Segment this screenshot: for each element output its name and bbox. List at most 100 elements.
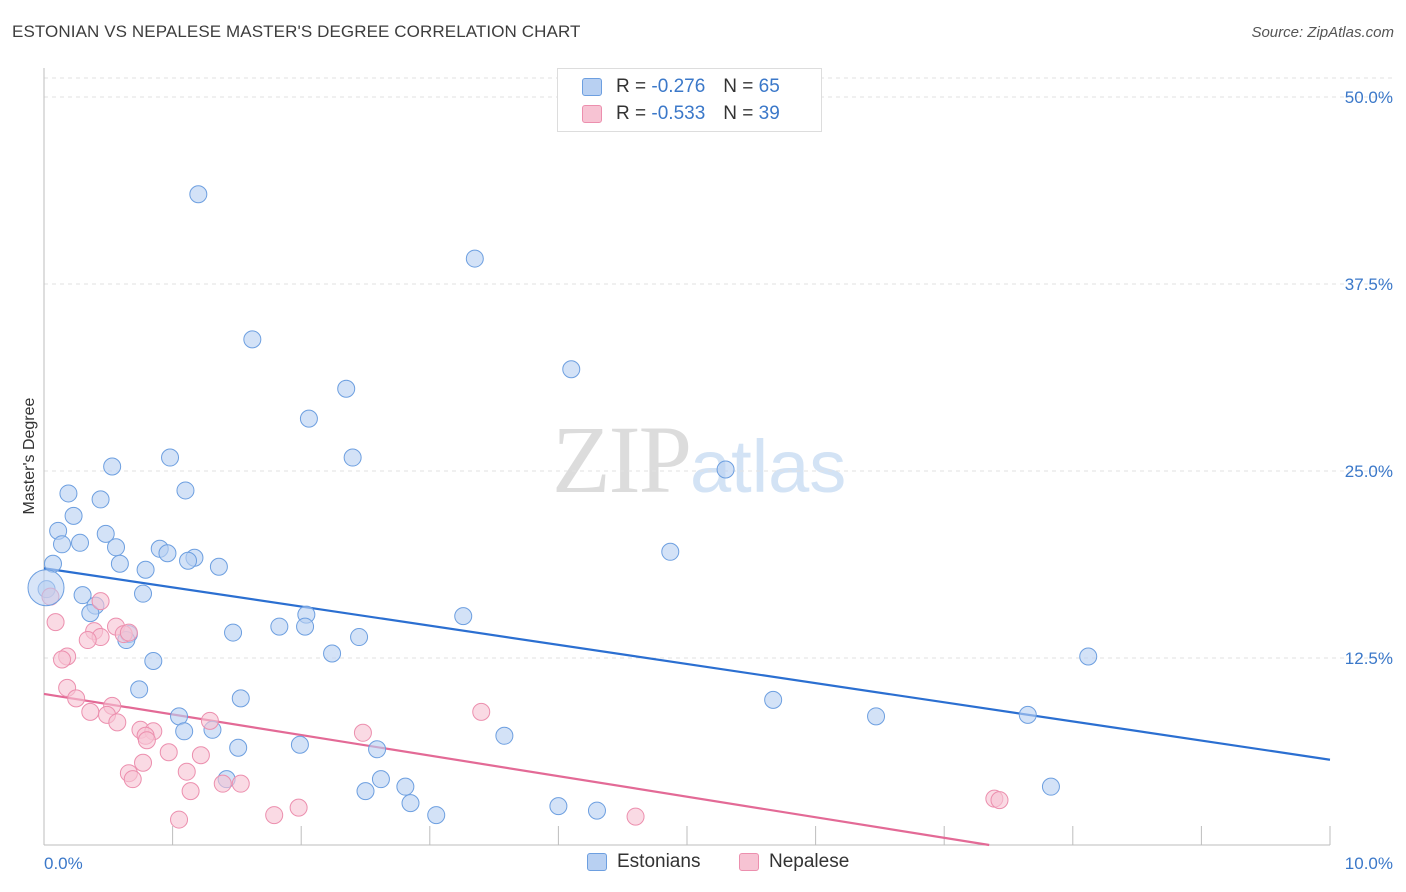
estonian-point-50[interactable] [175,722,194,741]
estonian-point-30[interactable] [134,584,153,603]
estonian-point-23[interactable] [661,542,680,561]
nepalese-point-8[interactable] [119,623,138,642]
nepalese-point-34[interactable] [990,791,1009,810]
estonian-point-2[interactable] [243,330,262,349]
estonian-point-47[interactable] [170,707,189,726]
estonian-point-13[interactable] [64,506,83,525]
nepalese-point-17[interactable] [108,713,127,732]
watermark: ZIPatlas [552,404,846,515]
estonian-point-49[interactable] [1018,705,1037,724]
estonian-point-cluster[interactable] [27,569,65,607]
nepalese-point-30[interactable] [213,774,232,793]
estonian-point-38[interactable] [224,623,243,642]
estonian-point-34[interactable] [454,607,473,626]
estonian-point-44[interactable] [130,680,149,699]
nepalese-point-2[interactable] [46,613,65,632]
x-ticks [43,826,1331,845]
nepalese-point-16[interactable] [472,702,491,721]
estonian-point-55[interactable] [368,740,387,759]
nepalese-point-31[interactable] [231,774,250,793]
legend-row-nepalese: R = -0.533 N = 39 [582,102,780,126]
estonian-point-43[interactable] [144,651,163,670]
legend-swatch-blue [582,78,602,96]
estonian-point-41[interactable] [323,644,342,663]
nepalese-point-29[interactable] [123,770,142,789]
estonian-point-53[interactable] [229,738,248,757]
estonian-point-63[interactable] [587,801,606,820]
estonian-point-27[interactable] [209,557,228,576]
nepalese-point-1[interactable] [91,592,110,611]
nepalese-point-38[interactable] [170,810,189,829]
estonian-point-46[interactable] [764,690,783,709]
estonian-point-11[interactable] [59,484,78,503]
estonian-point-20[interactable] [158,544,177,563]
estonian-point-12[interactable] [91,490,110,509]
estonian-point-3[interactable] [562,360,581,379]
nepalese-point-24[interactable] [159,743,178,762]
estonian-point-25[interactable] [110,554,129,573]
legend-item-nepalese[interactable]: Nepalese [739,851,849,873]
estonian-point-1[interactable] [465,249,484,268]
nepalese-point-7[interactable] [78,631,97,650]
estonian-point-59[interactable] [396,777,415,796]
nepalese-point-37[interactable] [626,807,645,826]
estonian-point-0[interactable] [189,185,208,204]
estonian-point-29[interactable] [73,586,92,605]
estonian-point-15[interactable] [96,524,115,543]
trend-lines [43,567,1331,847]
estonian-point-42[interactable] [1079,647,1098,666]
estonian-point-36[interactable] [296,617,315,636]
nepalese-point-26[interactable] [134,753,153,772]
estonian-point-4[interactable] [337,379,356,398]
estonian-point-17[interactable] [71,533,90,552]
estonian-point-62[interactable] [549,797,568,816]
estonian-point-18[interactable] [107,538,126,557]
estonian-point-5[interactable] [299,409,318,428]
legend-r-value: -0.533 [651,103,706,124]
estonian-point-6[interactable] [343,448,362,467]
legend-r-label: R = [616,76,647,97]
estonian-point-48[interactable] [867,707,886,726]
nepalese-point-10[interactable] [53,650,72,669]
estonian-point-32[interactable] [81,604,100,623]
nepalese-point-21[interactable] [353,723,372,742]
estonian-point-64[interactable] [427,806,446,825]
y-tick-label-1: 25.0% [1345,462,1393,481]
nepalese-point-12[interactable] [67,689,86,708]
estonian-point-16[interactable] [53,535,72,554]
nepalese-point-35[interactable] [289,798,308,817]
y-tick-label-0: 12.5% [1345,649,1393,668]
legend-item-estonians[interactable]: Estonians [587,851,700,873]
legend-n-label: N = [723,76,754,97]
estonian-point-56[interactable] [371,770,390,789]
y-tick-label-3: 50.0% [1345,88,1393,107]
nepalese-point-18[interactable] [200,711,219,730]
estonian-point-45[interactable] [231,689,250,708]
estonian-point-22[interactable] [179,551,198,570]
estonian-point-60[interactable] [356,782,375,801]
nepalese-point-25[interactable] [191,746,210,765]
legend-label-nepalese: Nepalese [769,851,850,872]
nepalese-point-28[interactable] [177,762,196,781]
legend-r-label: R = [616,103,647,124]
estonian-point-52[interactable] [495,726,514,745]
estonian-point-35[interactable] [270,617,289,636]
estonian-point-54[interactable] [290,735,309,754]
x-tick-label-0: 0.0% [44,854,83,873]
nepalese-point-32[interactable] [181,782,200,801]
estonian-point-26[interactable] [136,560,155,579]
estonian-point-58[interactable] [1041,777,1060,796]
estonian-point-8[interactable] [103,457,122,476]
estonian-point-9[interactable] [716,460,735,479]
estonian-point-39[interactable] [350,628,369,647]
estonian-point-7[interactable] [161,448,180,467]
legend-row-estonians: R = -0.276 N = 65 [582,75,780,99]
estonian-point-61[interactable] [401,794,420,813]
series-legend: Estonians Nepalese [0,851,1406,877]
legend-n-label: N = [723,103,754,124]
nepalese-point-14[interactable] [81,702,100,721]
nepalese-point-23[interactable] [137,731,156,750]
estonian-point-10[interactable] [176,481,195,500]
source-label: Source: ZipAtlas.com [1251,24,1394,41]
nepalese-point-36[interactable] [265,806,284,825]
